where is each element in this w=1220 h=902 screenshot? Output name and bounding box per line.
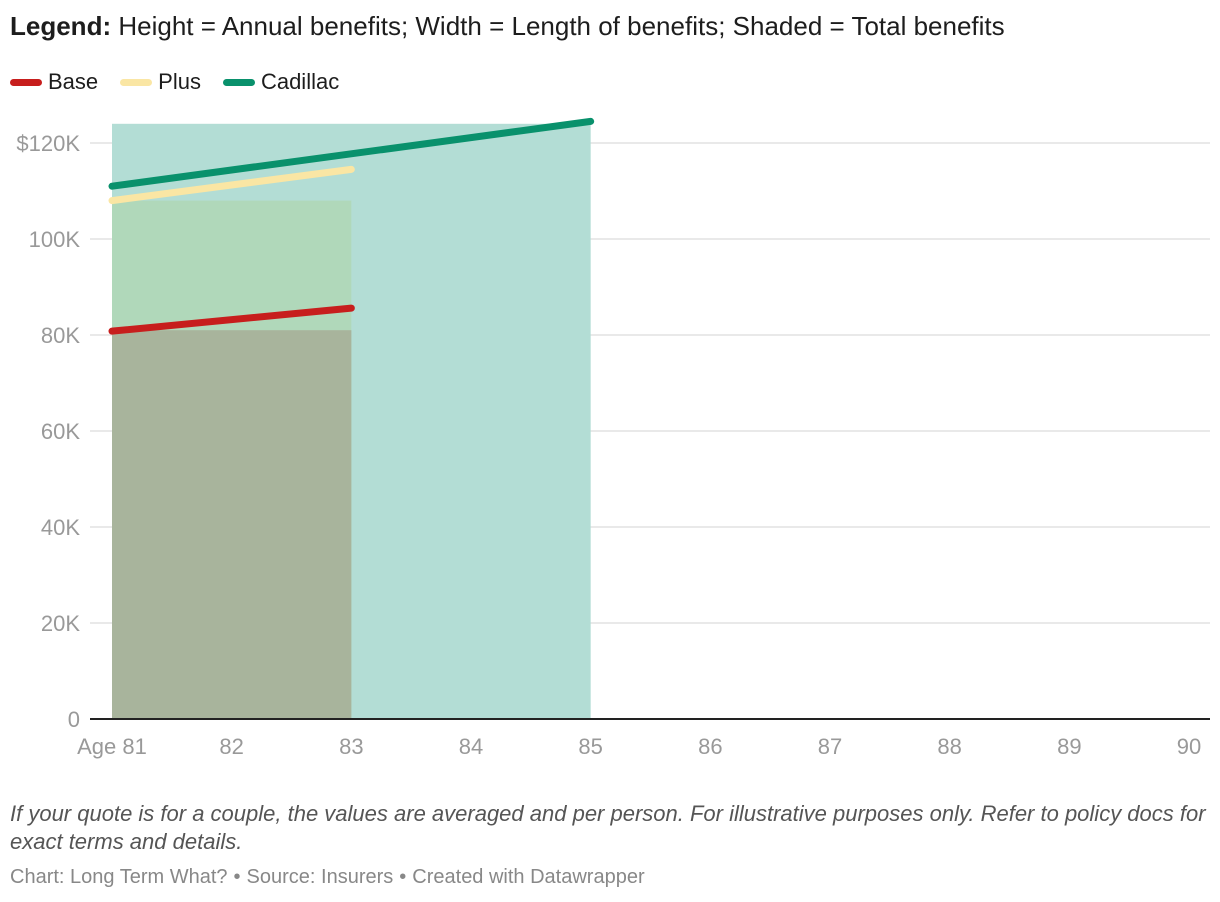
area-base xyxy=(112,330,352,719)
legend-swatch-base xyxy=(10,78,42,86)
series-line-cadillac xyxy=(108,117,595,190)
x-tick-label: 90 xyxy=(1177,734,1201,759)
legend-item-base: Base xyxy=(10,69,98,95)
legend-item-plus: Plus xyxy=(120,69,201,95)
x-tick-label: 87 xyxy=(818,734,842,759)
series-legend: Base Plus Cadillac xyxy=(10,68,361,96)
credit-chart: Chart: Long Term What? xyxy=(10,866,228,888)
x-tick-label: Age 81 xyxy=(77,734,147,759)
legend-description: Height = Annual benefits; Width = Length… xyxy=(118,11,1005,41)
legend-label-cadillac: Cadillac xyxy=(260,69,340,94)
legend-swatch-cadillac xyxy=(222,78,255,86)
x-tick-label: 88 xyxy=(937,734,961,759)
series-line-base xyxy=(108,304,355,335)
y-tick-label: 80K xyxy=(41,323,80,348)
x-tick-label: 86 xyxy=(698,734,722,759)
y-tick-label: 60K xyxy=(41,419,80,444)
legend-heading: Legend: xyxy=(10,11,112,41)
y-tick-label: 20K xyxy=(41,611,80,636)
series-line-plus xyxy=(108,165,355,205)
y-tick-label: $120K xyxy=(16,131,80,156)
x-tick-label: 85 xyxy=(578,734,602,759)
credit-tool: Created with Datawrapper xyxy=(412,866,645,888)
footnote: If your quote is for a couple, the value… xyxy=(10,801,1206,854)
chart-credits: Chart: Long Term What? • Source: Insurers •… xyxy=(10,866,645,889)
legend-swatch-plus xyxy=(120,78,153,86)
y-tick-label: 0 xyxy=(68,707,80,732)
legend-label-base: Base xyxy=(48,69,99,94)
y-tick-label: 100K xyxy=(29,227,81,252)
x-tick-label: 84 xyxy=(459,734,483,759)
x-tick-label: 83 xyxy=(339,734,363,759)
y-tick-label: 40K xyxy=(41,515,80,540)
chart-header: Legend: Height = Annual benefits; Width … xyxy=(10,10,1005,42)
legend-item-cadillac: Cadillac xyxy=(222,69,340,95)
x-tick-label: 82 xyxy=(219,734,243,759)
credit-source: Source: Insurers xyxy=(246,866,394,888)
credit-separator: • xyxy=(233,866,241,888)
x-tick-label: 89 xyxy=(1057,734,1081,759)
legend-label-plus: Plus xyxy=(158,69,201,94)
credit-separator: • xyxy=(399,866,407,888)
